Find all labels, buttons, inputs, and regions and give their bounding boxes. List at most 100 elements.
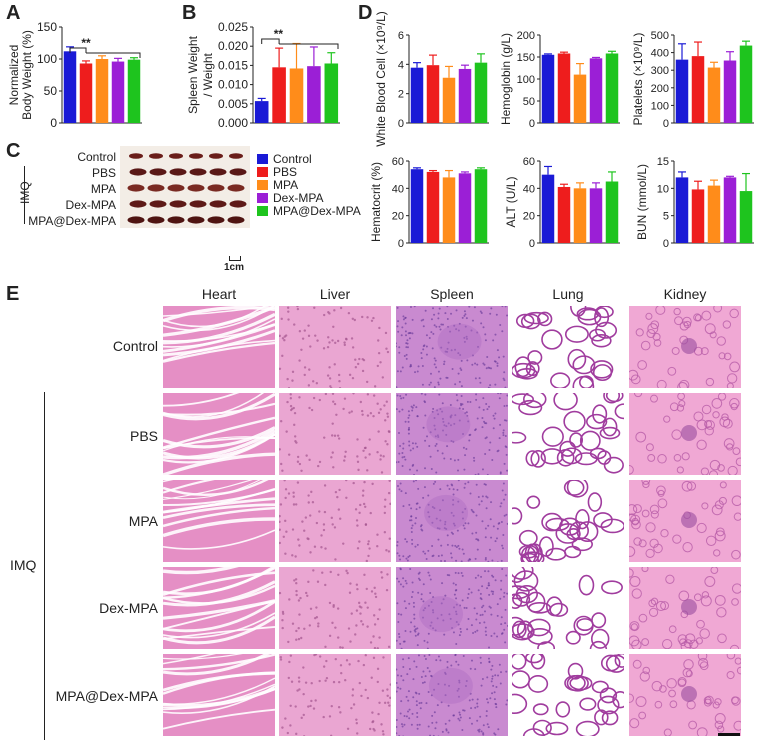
bar-mpa xyxy=(289,68,304,123)
y-axis-label: Normalized xyxy=(7,45,21,106)
bar-mpa xyxy=(573,188,587,243)
y-tick-label: 100 xyxy=(37,52,57,66)
y-tick-label: 5 xyxy=(663,211,669,223)
y-axis-label: ALT (U/L) xyxy=(504,177,518,228)
bar-pbs xyxy=(272,67,286,123)
y-tick-label: 200 xyxy=(651,83,669,95)
histology-tile-liver xyxy=(279,480,391,562)
panel-letter-b: B xyxy=(182,2,197,24)
y-tick-label: 0.015 xyxy=(218,58,248,72)
y-tick-label: 0.025 xyxy=(218,20,248,34)
chart-D3: 0 100 200 300 400 500 Platelets (×10⁹/L) xyxy=(631,30,754,130)
bar-mpa-dex-mpa xyxy=(605,181,619,243)
y-tick-label: 500 xyxy=(651,30,669,42)
spleen-sample xyxy=(209,153,223,159)
histology-scale-bar xyxy=(718,733,740,736)
legend: Control PBS MPA Dex-MPA MPA@Dex-MPA xyxy=(257,152,361,218)
spleen-sample xyxy=(189,200,207,208)
chart-D6: 0 5 10 15 BUN (mmol/L) xyxy=(635,156,754,250)
spleen-sample xyxy=(209,168,227,176)
legend-swatch xyxy=(257,166,268,177)
y-tick-label: 60 xyxy=(392,156,404,168)
spleen-row-labels: Control PBS MPA Dex-MPA MPA@Dex-MPA xyxy=(20,150,116,230)
chart-D2: 0 50 100 150 200 Hemoglobin (g/L) xyxy=(499,30,620,130)
y-tick-label: 300 xyxy=(651,65,669,77)
spleen-sample xyxy=(127,184,145,192)
spleen-sample xyxy=(149,153,163,159)
spleen-sample xyxy=(229,200,247,208)
bar-dex-mpa xyxy=(307,66,321,123)
y-tick-label: 100 xyxy=(651,100,669,112)
histology-tile-heart xyxy=(163,480,275,562)
y-tick-label: 40 xyxy=(523,183,535,195)
y-tick-label: 0 xyxy=(529,238,535,250)
spleen-sample xyxy=(169,200,187,208)
spleen-photo-svg xyxy=(127,153,247,224)
bar-mpa-dex-mpa xyxy=(127,59,141,123)
y-tick-label: 0.020 xyxy=(218,39,248,53)
chart-A: 0 50 100 150 Normalized Body Weight (%) ** xyxy=(7,20,142,130)
bar-control xyxy=(675,177,689,243)
significance-bracket xyxy=(86,52,141,58)
bar-dex-mpa xyxy=(458,68,472,123)
legend-label: MPA@Dex-MPA xyxy=(273,203,361,218)
spleen-row-label: PBS xyxy=(91,166,116,180)
bar-mpa-dex-mpa xyxy=(324,63,339,123)
legend-item: PBS xyxy=(257,164,361,179)
bar-mpa xyxy=(95,59,109,123)
spleen-sample xyxy=(147,184,165,192)
y-tick-label: 10 xyxy=(657,183,669,195)
histology-tile-heart xyxy=(163,306,275,388)
chart-D5: 0 20 40 60 ALT (U/L) xyxy=(504,156,620,250)
spleen-sample xyxy=(187,216,205,224)
legend-item: MPA@Dex-MPA xyxy=(257,203,361,218)
y-tick-label: 200 xyxy=(517,30,535,42)
spleen-sample xyxy=(207,216,225,224)
spleen-sample xyxy=(207,184,225,192)
legend-label: MPA xyxy=(273,177,299,192)
column-header-liver: Liver xyxy=(319,286,351,302)
chart-D4: 0 20 40 60 Hematocrit (%) xyxy=(369,156,489,250)
histology-tile-spleen xyxy=(396,480,508,562)
bar-control xyxy=(675,59,689,123)
y-tick-label: 0 xyxy=(398,118,404,130)
imq-bracket-e xyxy=(44,392,45,740)
spleen-sample xyxy=(129,200,147,208)
legend-swatch xyxy=(257,205,268,216)
spleen-sample xyxy=(189,153,203,159)
bar-pbs xyxy=(557,53,571,124)
histology-tile-heart xyxy=(163,654,275,736)
histology-tile-spleen xyxy=(396,393,508,475)
bar-mpa xyxy=(442,177,456,243)
histology-tile-kidney xyxy=(629,480,741,562)
y-tick-label: 150 xyxy=(37,20,57,34)
significance-stars: ** xyxy=(81,36,91,50)
y-tick-label: 0 xyxy=(663,238,669,250)
bar-pbs xyxy=(79,63,93,123)
spleen-sample xyxy=(229,168,247,176)
spleen-sample xyxy=(149,168,167,176)
bar-pbs xyxy=(426,171,440,243)
spleen-sample xyxy=(227,184,245,192)
y-tick-label: 50 xyxy=(44,84,58,98)
bar-pbs xyxy=(426,65,440,123)
spleen-row-label: MPA xyxy=(90,182,116,196)
spleen-sample xyxy=(167,184,185,192)
chart-D1: 0 2 4 6 White Blood Cell (×10⁹/L) xyxy=(374,11,489,147)
y-axis-label: White Blood Cell (×10⁹/L) xyxy=(374,11,388,147)
y-tick-label: 100 xyxy=(517,74,535,86)
y-axis-label: BUN (mmol/L) xyxy=(635,164,649,240)
scale-bar xyxy=(229,256,241,261)
histology-tile-lung xyxy=(512,306,624,388)
bar-mpa-dex-mpa xyxy=(739,191,753,243)
spleen-photo xyxy=(120,146,250,228)
bar-pbs xyxy=(691,189,705,243)
histology-tile-lung xyxy=(512,567,624,649)
spleen-sample xyxy=(149,200,167,208)
panel-letter-a: A xyxy=(6,2,21,24)
bar-dex-mpa xyxy=(111,61,125,123)
legend-label: PBS xyxy=(273,164,298,179)
histology-tile-lung xyxy=(512,393,624,475)
panel-letter-d: D xyxy=(358,2,373,24)
bar-pbs xyxy=(691,56,705,124)
